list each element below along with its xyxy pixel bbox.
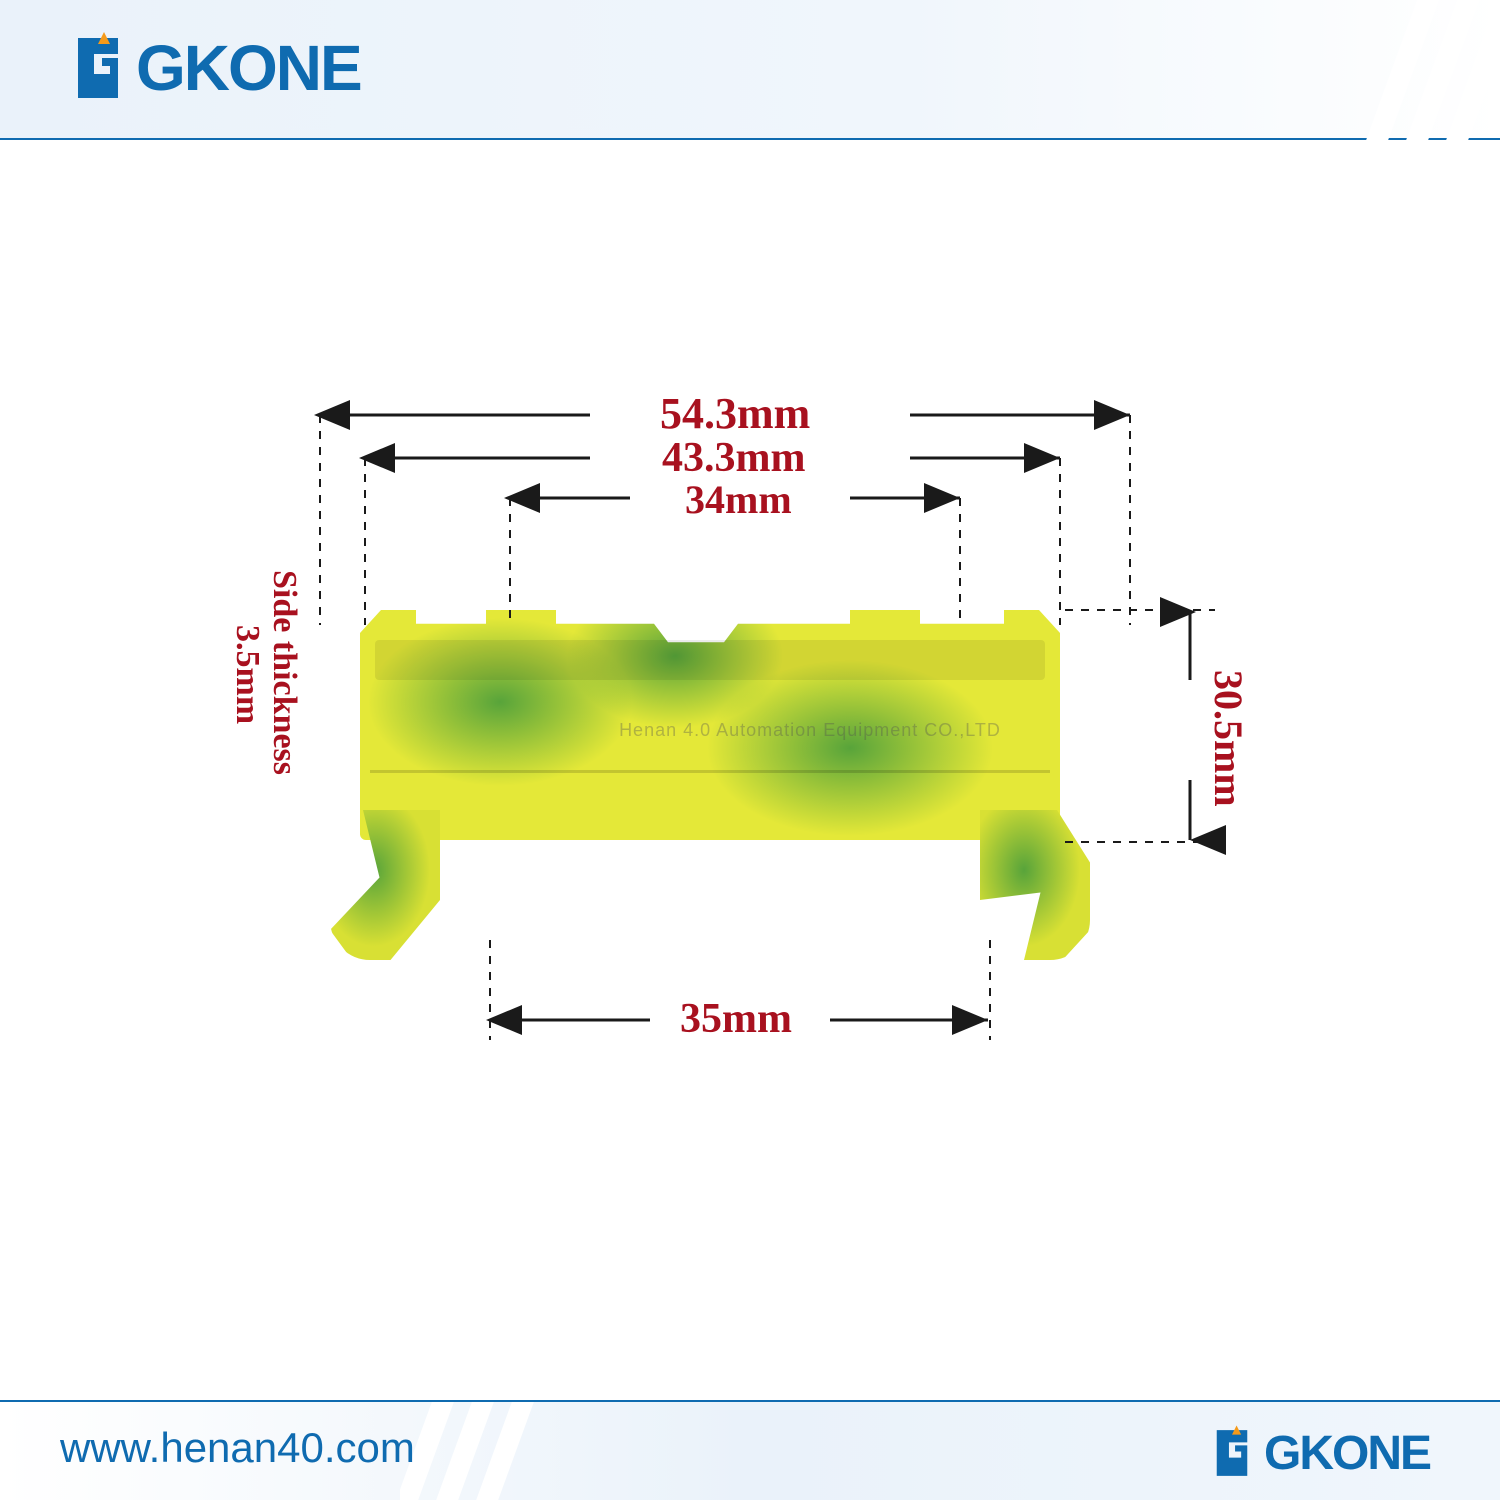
- brand-logo-header: GKONE: [70, 30, 361, 106]
- header-bar: GKONE: [0, 0, 1500, 140]
- website-url: www.henan40.com: [60, 1424, 415, 1472]
- dim-top-outer: 54.3mm: [660, 388, 810, 439]
- header-stripes: [1340, 0, 1500, 140]
- dim-side-thickness-caption: Side thickness: [265, 570, 303, 775]
- footer-bar: www.henan40.com GKONE: [0, 1400, 1500, 1500]
- brand-name: GKONE: [1264, 1426, 1430, 1481]
- dim-rail-width: 35mm: [680, 995, 792, 1043]
- logo-mark-icon: [1210, 1424, 1254, 1482]
- dim-top-inner: 34mm: [685, 476, 792, 523]
- footer-stripes: [400, 1402, 560, 1502]
- brand-logo-footer: GKONE: [1210, 1424, 1430, 1482]
- dimension-diagram: Henan 4.0 Automation Equipment CO.,LTD: [230, 380, 1270, 1120]
- brand-name: GKONE: [136, 31, 361, 105]
- dim-height: 30.5mm: [1205, 670, 1252, 807]
- product-illustration: Henan 4.0 Automation Equipment CO.,LTD: [360, 610, 1060, 840]
- dim-side-thickness-value: 3.5mm: [228, 625, 266, 724]
- dim-top-middle: 43.3mm: [662, 434, 805, 482]
- logo-mark-icon: [70, 30, 126, 106]
- product-watermark: Henan 4.0 Automation Equipment CO.,LTD: [540, 720, 1080, 741]
